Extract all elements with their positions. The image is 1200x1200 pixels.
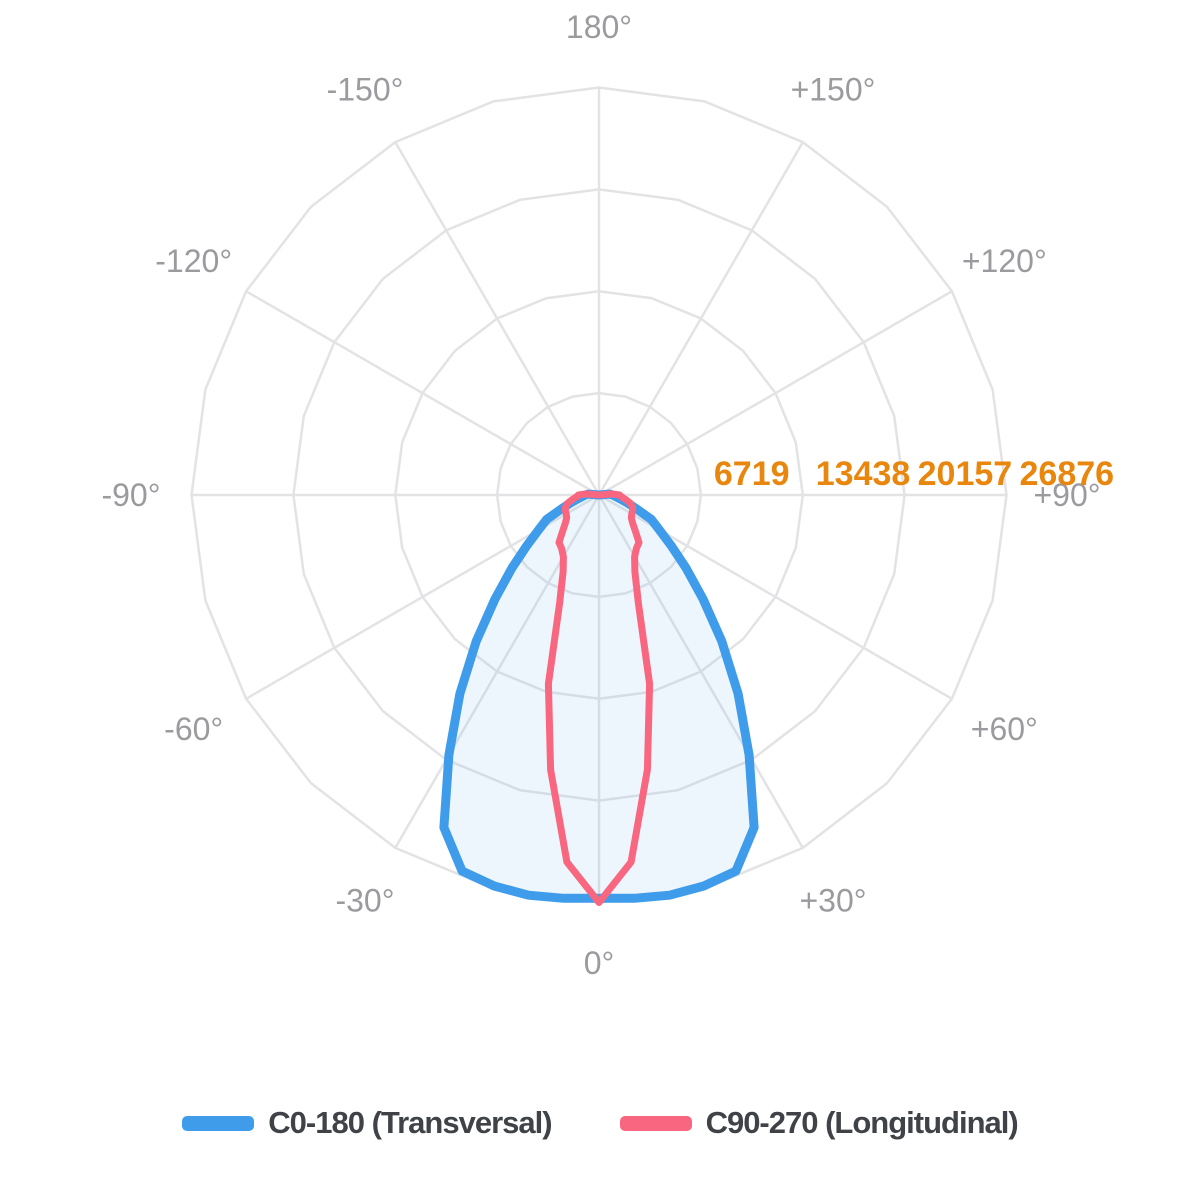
radial-tick-label: 13438 (816, 455, 911, 493)
series-curve-c90-270 (544, 490, 654, 906)
angle-label: -30° (335, 882, 394, 918)
legend-label-c90-270: C90-270 (Longitudinal) (705, 1105, 1019, 1140)
angle-label: 180° (566, 9, 632, 45)
grid-spoke (394, 141, 601, 496)
radial-tick-label: 6719 (714, 455, 790, 493)
angle-label: 0° (584, 945, 615, 981)
angle-label: -60° (164, 711, 223, 747)
angle-label: +150° (791, 72, 876, 108)
grid-spoke (597, 141, 804, 496)
angle-label: +60° (971, 711, 1038, 747)
legend-swatch-c0-180 (182, 1115, 255, 1131)
angle-label: +90° (1033, 477, 1100, 513)
angle-label: +30° (799, 882, 866, 918)
angle-label: +120° (962, 243, 1047, 279)
radial-tick-label: 26876 (1020, 455, 1115, 493)
legend-swatch-c90-270 (619, 1115, 692, 1131)
series-curve-c0-180 (439, 489, 759, 903)
angle-label: -150° (327, 72, 404, 108)
grid-spoke (245, 290, 600, 497)
legend: C0-180 (Transversal) C90-270 (Longitudin… (0, 1098, 1200, 1148)
grid-spoke (598, 290, 953, 497)
angle-label: -120° (155, 243, 232, 279)
legend-item-c0-180[interactable]: C0-180 (Transversal) (182, 1105, 553, 1141)
angle-label: -90° (101, 477, 160, 513)
legend-item-c90-270[interactable]: C90-270 (Longitudinal) (619, 1105, 1019, 1141)
polar-chart: 180° -150° -120° -90° -60° -30° 0° +30° +60° +90°… (101, 9, 1115, 981)
legend-label-c0-180: C0-180 (Transversal) (268, 1105, 552, 1140)
radial-tick-label: 20157 (918, 455, 1013, 493)
